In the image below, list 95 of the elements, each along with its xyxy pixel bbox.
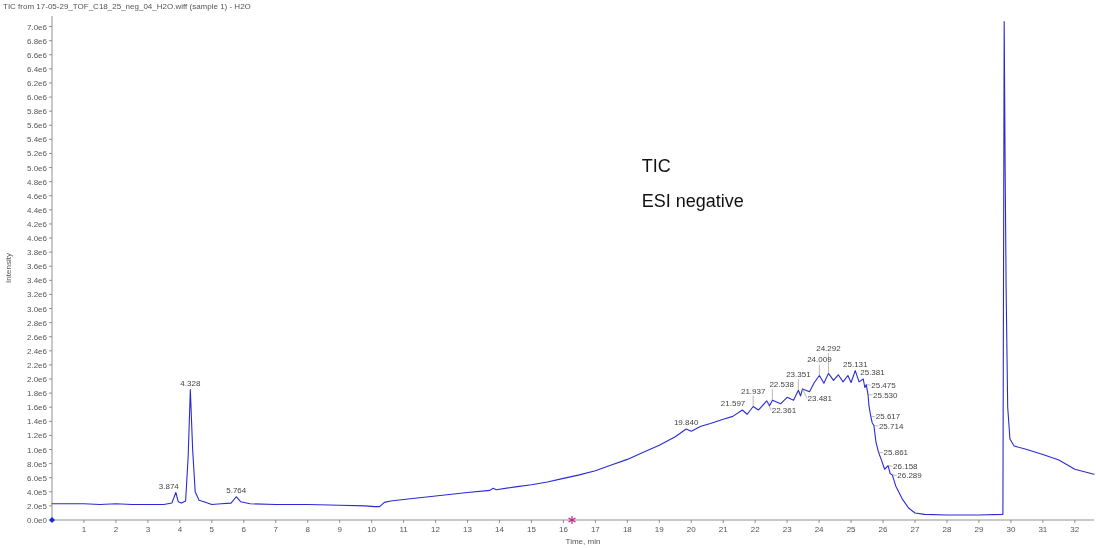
y-tick-label: 5.8e6 [26, 107, 48, 117]
annotation: 25.381 [860, 368, 886, 378]
annotation: 25.861 [883, 448, 909, 458]
annotation: 25.617 [875, 412, 901, 422]
annotation: 23.351 [786, 370, 812, 380]
y-tick-label: 1.0e6 [26, 445, 48, 455]
y-tick-label: 1.6e6 [26, 403, 48, 413]
y-tick-label: 2.0e6 [26, 375, 48, 385]
x-tick-label: 15 [526, 525, 537, 534]
y-tick-label: 6.2e6 [26, 78, 48, 88]
annotation: 19.840 [673, 418, 699, 428]
annotation: 25.530 [873, 390, 899, 400]
y-tick-label: 6.4e6 [26, 64, 48, 74]
x-tick-label: 21 [718, 525, 729, 534]
x-tick-label: 24 [814, 525, 825, 534]
line-series [51, 21, 1095, 516]
x-tick-label: 26 [878, 525, 889, 534]
y-tick-label: 5.0e6 [26, 163, 48, 173]
x-tick-label: 3 [145, 525, 151, 534]
x-tick-label: 8 [305, 525, 311, 534]
x-tick-label: 25 [846, 525, 857, 534]
x-tick-label: 5 [209, 525, 215, 534]
annotation: 3.874 [158, 481, 180, 491]
annotation: TIC [641, 156, 671, 177]
x-tick-label: 14 [495, 525, 505, 534]
x-tick-label: 19 [654, 525, 665, 534]
x-tick-label: 1 [81, 525, 87, 534]
y-tick-label: 5.2e6 [26, 149, 48, 159]
y-tick-label: 3.6e6 [26, 262, 48, 272]
y-tick-label: 0.0e0 [26, 516, 48, 525]
annotation: 21.597 [720, 399, 746, 409]
x-tick-label: 10 [367, 525, 377, 534]
y-tick-label: 2.6e6 [26, 332, 48, 342]
y-tick-label: 3.0e6 [26, 304, 48, 314]
y-tick-label: 1.4e6 [26, 417, 48, 427]
y-axis-title: Intensity [4, 253, 13, 283]
x-tick-label: 22 [750, 525, 761, 534]
x-tick-label: 17 [590, 525, 601, 534]
annotation: 25.714 [878, 421, 904, 431]
y-tick-label: 5.4e6 [26, 135, 48, 145]
y-tick-label: 2.0e5 [26, 501, 48, 511]
y-tick-label: 3.2e6 [26, 290, 48, 300]
y-tick-label: 4.0e5 [26, 487, 48, 497]
annotation: 26.158 [893, 461, 919, 471]
x-tick-label: 9 [337, 525, 343, 534]
annotation: 22.538 [769, 380, 795, 390]
x-tick-label: 12 [431, 525, 441, 534]
y-tick-label: 6.8e6 [26, 36, 48, 46]
y-tick-label: 2.8e6 [26, 318, 48, 328]
annotation: 26.289 [897, 470, 923, 480]
annotation: 25.475 [871, 380, 897, 390]
y-tick-label: 6.6e6 [26, 50, 48, 60]
y-tick-label: 3.8e6 [26, 248, 48, 258]
x-tick-label: 20 [686, 525, 697, 534]
x-tick-label: 29 [974, 525, 984, 534]
x-tick-label: 18 [622, 525, 633, 534]
y-tick-label: 6.0e5 [26, 473, 48, 483]
x-tick-label: 2 [113, 525, 119, 534]
x-tick-label: 16 [558, 525, 569, 534]
y-tick-label: 1.8e6 [26, 389, 48, 399]
annotation: ESI negative [641, 191, 744, 212]
annotation: 23.481 [807, 393, 833, 403]
annotation: 24.292 [816, 344, 842, 354]
y-tick-label: 7.0e6 [26, 22, 48, 32]
annotation: 5.764 [226, 485, 247, 495]
annotation: 24.009 [807, 355, 833, 365]
x-tick-label: 23 [782, 525, 793, 534]
x-tick-label: 27 [910, 525, 920, 534]
x-tick-label: 11 [399, 525, 409, 534]
y-tick-label: 8.0e5 [26, 459, 48, 469]
y-tick-label: 4.2e6 [26, 219, 48, 229]
annotation: 21.937 [740, 386, 766, 396]
x-axis-title: Time, min [565, 537, 601, 546]
x-tick-label: 28 [942, 525, 952, 534]
y-tick-label: 3.4e6 [26, 276, 48, 286]
x-tick-label: 6 [241, 525, 247, 534]
chart-title: TIC from 17-05-29_TOF_C18_25_neg_04_H2O.wiff (sample 1) - H2O [3, 2, 251, 11]
y-tick-label: 4.4e6 [26, 205, 48, 215]
y-tick-label: 6.0e6 [26, 93, 48, 103]
x-tick-label: 4 [177, 525, 183, 534]
y-tick-label: 4.0e6 [26, 234, 48, 244]
y-tick-label: 2.4e6 [26, 346, 48, 356]
x-tick-label: 7 [273, 525, 279, 534]
y-tick-label: 1.2e6 [26, 431, 48, 441]
x-tick-label: 13 [463, 525, 473, 534]
y-tick-label: 4.8e6 [26, 177, 48, 187]
x-tick-label: 31 [1038, 525, 1048, 534]
y-tick-label: 4.6e6 [26, 191, 48, 201]
y-tick-label: 2.2e6 [26, 360, 48, 370]
x-tick-label: 30 [1006, 525, 1016, 534]
annotation: 22.361 [771, 405, 797, 415]
annotation: 4.328 [180, 378, 201, 388]
x-tick-label: 32 [1070, 525, 1080, 534]
y-tick-label: 5.6e6 [26, 121, 48, 131]
annotation: 25.131 [843, 359, 869, 369]
